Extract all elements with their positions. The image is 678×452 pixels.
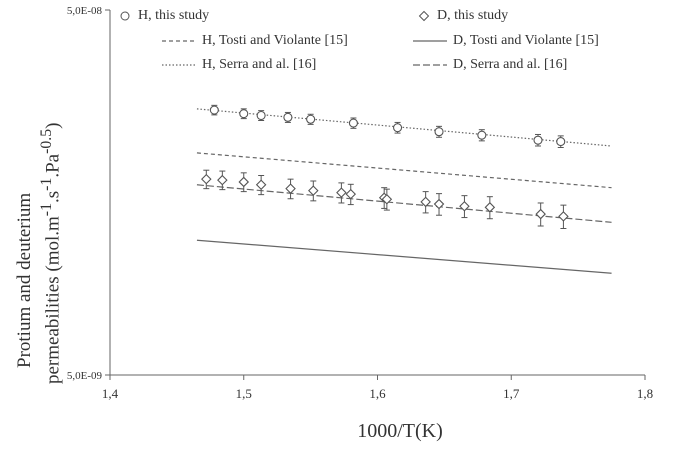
y-axis-label-part: .s — [42, 190, 64, 204]
legend-item: D, Serra and al. [16] — [413, 57, 567, 73]
data-point-circle — [477, 130, 487, 140]
x-axis-label: 1000/T(K) — [357, 420, 443, 442]
legend-item: H, Tosti and Violante [15] — [162, 33, 348, 49]
data-point-diamond — [285, 183, 296, 194]
data-point-diamond — [255, 179, 267, 191]
data-point-circle — [283, 112, 293, 122]
legend-item: H, this study — [118, 8, 209, 24]
data-point-diamond — [345, 188, 357, 200]
data-point-circle — [209, 105, 219, 115]
legend-symbol — [120, 11, 130, 21]
legend-label: H, this study — [138, 8, 210, 23]
data-point-circle — [348, 118, 358, 128]
y-axis-label-sup: -0.5 — [38, 128, 55, 154]
data-point-diamond — [558, 211, 569, 222]
legend-symbol — [413, 64, 447, 66]
data-point-circle — [556, 137, 566, 147]
legend-label: H, Tosti and Violante [15] — [202, 33, 348, 48]
y-axis-label-sup: -1 — [38, 177, 55, 191]
data-point-diamond — [201, 173, 212, 185]
data-point-circle — [533, 135, 543, 145]
x-tick-label: 1,8 — [637, 386, 653, 401]
y-axis-label-part: ) — [42, 122, 64, 129]
x-tick-label: 1,7 — [503, 386, 520, 401]
data-point-diamond — [433, 198, 445, 210]
x-axis-ticks: 1,4 1,5 1,6 1,7 1,8 — [102, 375, 653, 401]
x-tick-label: 1,6 — [369, 386, 386, 401]
y-axis-label-sup: -1 — [38, 203, 55, 217]
y-axis-ticks: 5,0E-09 5,0E-08 — [67, 5, 110, 382]
x-tick-label: 1,4 — [102, 386, 119, 401]
legend-item: D, this study — [417, 8, 508, 24]
legend-symbol — [162, 40, 196, 42]
legend-symbol — [162, 64, 196, 66]
data-point-circle — [256, 110, 266, 121]
data-point-diamond — [308, 185, 319, 196]
data-point-diamond — [381, 193, 393, 205]
data-point-diamond — [484, 202, 496, 213]
data-point-circle — [306, 114, 316, 124]
legend-item: D, Tosti and Violante [15] — [413, 33, 599, 49]
data-point-circle — [239, 109, 249, 119]
legend-label: D, Tosti and Violante [15] — [453, 33, 599, 48]
legend-label: D, Serra and al. [16] — [453, 57, 568, 72]
legend-item: H, Serra and al. [16] — [162, 57, 316, 73]
data-point-circle — [393, 123, 403, 133]
legend-label: H, Serra and al. [16] — [202, 57, 317, 72]
legend-symbol — [418, 10, 430, 21]
data-point-diamond — [420, 196, 431, 208]
x-tick-label: 1,5 — [236, 386, 252, 401]
data-point-circle — [434, 127, 444, 137]
y-axis-label-line1: Protium and deuterium — [14, 192, 35, 368]
y-tick-label: 5,0E-09 — [67, 370, 103, 382]
y-axis-label-part: permeabilities (mol.m — [42, 216, 64, 384]
data-point-diamond — [459, 200, 470, 212]
y-axis-label-part: .Pa — [42, 153, 64, 178]
y-axis-label-line2: permeabilities (mol.m-1.s-1.Pa-0.5) — [38, 123, 64, 384]
series-line — [196, 184, 612, 223]
legend-label: D, this study — [437, 8, 509, 23]
series-line — [196, 239, 612, 274]
series-line — [196, 152, 612, 189]
y-tick-label: 5,0E-08 — [67, 5, 103, 17]
data-point-diamond — [217, 174, 228, 186]
data-point-diamond — [238, 176, 250, 188]
legend-marker-circle — [120, 11, 130, 21]
data-point-diamond — [535, 208, 546, 220]
data-point-diamond — [336, 187, 347, 198]
legend-symbol — [413, 40, 447, 42]
series-layer — [196, 104, 612, 274]
legend-marker-diamond — [418, 10, 430, 21]
